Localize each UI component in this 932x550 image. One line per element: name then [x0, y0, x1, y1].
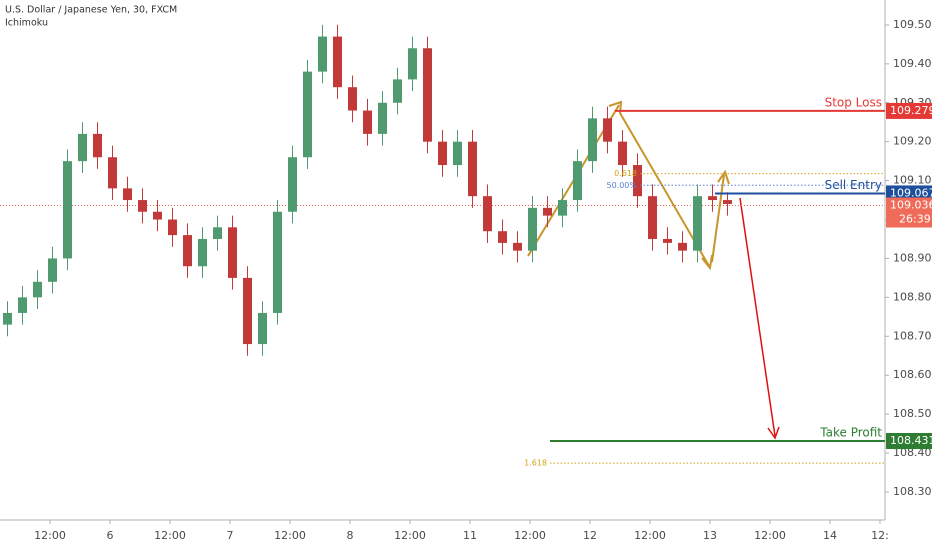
candle-body: [648, 196, 657, 239]
candle-body: [123, 188, 132, 201]
countdown: 26:39: [899, 213, 931, 226]
x-tick-label: 12:00: [394, 529, 426, 542]
price-tag-label: 109.036: [890, 199, 932, 212]
candle-body: [348, 87, 357, 111]
fib-label: 0.618: [614, 169, 637, 178]
y-tick-label: 109.500: [893, 18, 932, 31]
candle-body: [573, 161, 582, 201]
x-tick-label: 12:00: [754, 529, 786, 542]
x-tick-label: 11: [463, 529, 477, 542]
candle-body: [33, 281, 42, 298]
price-tag: [886, 185, 932, 202]
candle-body: [288, 157, 297, 212]
candle-body: [333, 36, 342, 88]
candle-body: [618, 141, 627, 166]
price-tag: [886, 197, 932, 228]
price-tag-label: 109.279: [890, 104, 932, 117]
candle-body: [468, 141, 477, 197]
fib-label: 1.618: [524, 459, 547, 468]
y-tick-label: 108.400: [893, 446, 932, 459]
candle-body: [168, 219, 177, 236]
indicator-name: Ichimoku: [5, 18, 48, 29]
candle-body: [48, 258, 57, 282]
y-tick-label: 109.400: [893, 57, 932, 70]
candle-body: [198, 238, 207, 267]
candle-body: [63, 161, 72, 259]
y-tick-label: 108.600: [893, 368, 932, 381]
candle-body: [693, 196, 702, 251]
candle-body: [708, 196, 717, 201]
candle-body: [3, 312, 12, 325]
level-label: Stop Loss: [825, 95, 882, 109]
candle-body: [393, 79, 402, 103]
y-tick-label: 109.100: [893, 174, 932, 187]
candle-body: [318, 36, 327, 72]
candle-body: [258, 312, 267, 345]
candle-body: [378, 102, 387, 134]
candle-body: [108, 157, 117, 189]
y-tick-label: 108.800: [893, 290, 932, 303]
candle-body: [153, 211, 162, 220]
x-tick-label: 6: [107, 529, 114, 542]
price-tag: [886, 102, 932, 119]
candle-body: [78, 133, 87, 162]
y-tick-label: 108.500: [893, 407, 932, 420]
fib-label: 50.00%: [606, 181, 637, 190]
x-tick-label: 12:00: [634, 529, 666, 542]
y-tick-label: 108.300: [893, 485, 932, 498]
candle-body: [663, 238, 672, 243]
x-tick-label: 12:00: [514, 529, 546, 542]
x-tick-label: 12:00: [34, 529, 66, 542]
level-label: Take Profit: [819, 425, 882, 439]
x-tick-label: 12:00: [154, 529, 186, 542]
x-tick-label: 8: [347, 529, 354, 542]
y-tick-label: 108.700: [893, 329, 932, 342]
price-tag-label: 108.431: [890, 434, 932, 447]
x-tick-label: 14: [823, 529, 837, 542]
candle-body: [18, 297, 27, 313]
candle-body: [228, 227, 237, 278]
candle-body: [543, 207, 552, 216]
candle-body: [363, 110, 372, 134]
candle-body: [678, 242, 687, 251]
candle-body: [603, 118, 612, 142]
candle-body: [453, 141, 462, 166]
candle-body: [273, 211, 282, 313]
y-tick-label: 108.900: [893, 251, 932, 264]
candle-body: [423, 48, 432, 142]
candle-body: [498, 231, 507, 243]
level-label: Sell Entry: [825, 178, 882, 192]
candle-body: [483, 196, 492, 232]
x-tick-label: 13: [703, 529, 717, 542]
candle-body: [213, 227, 222, 239]
candle-body: [303, 71, 312, 158]
candle-body: [438, 141, 447, 166]
x-tick-label: 7: [227, 529, 234, 542]
candle-body: [408, 48, 417, 80]
candle-body: [528, 207, 537, 251]
candle-body: [588, 118, 597, 162]
x-tick-label: 12:: [871, 529, 889, 542]
target-arrow: [739, 197, 780, 440]
price-tag-label: 109.067: [890, 186, 932, 199]
candle-body: [723, 200, 732, 204]
candle-body: [558, 200, 567, 216]
x-tick-label: 12:00: [274, 529, 306, 542]
candle-body: [183, 235, 192, 267]
candle-body: [243, 277, 252, 345]
candle-body: [93, 133, 102, 158]
x-tick-label: 12: [583, 529, 597, 542]
price-tag: [886, 432, 932, 449]
candle-body: [633, 165, 642, 197]
candle-body: [513, 242, 522, 251]
candle-body: [138, 200, 147, 212]
y-tick-label: 109.200: [893, 135, 932, 148]
chart-title: U.S. Dollar / Japanese Yen, 30, FXCM: [5, 5, 177, 16]
